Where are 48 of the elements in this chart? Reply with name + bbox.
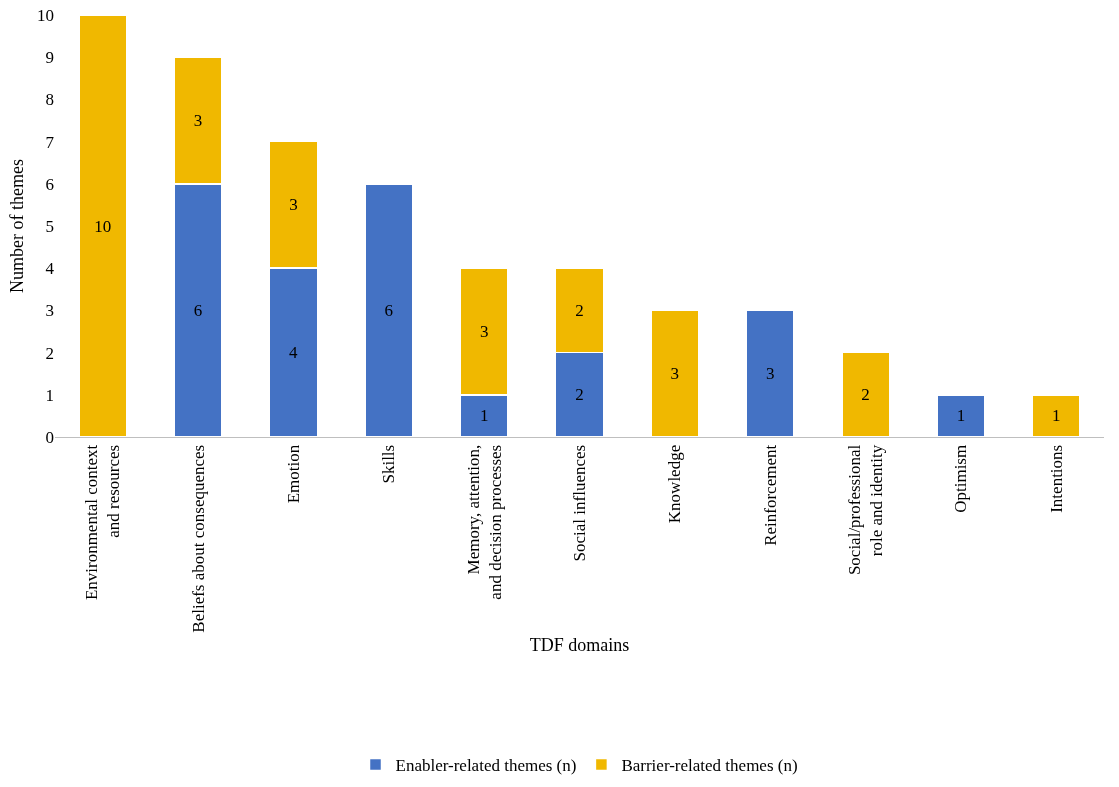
x-tick-label: Social/professional role and identity — [845, 444, 887, 576]
y-tick-label: 9 — [45, 48, 54, 68]
x-tick-label: Knowledge — [665, 444, 685, 524]
x-tick-label: Reinforcement — [760, 444, 780, 546]
y-tick-label: 3 — [45, 301, 54, 321]
bar — [841, 351, 891, 437]
legend-label: Enabler-related themes (n) — [395, 756, 577, 776]
data-label: 2 — [575, 385, 584, 405]
x-tick-label: Memory, attention, and decision processes — [463, 444, 505, 600]
y-tick-label: 0 — [45, 427, 54, 447]
y-tick-label: 5 — [45, 216, 54, 236]
y-tick-label: 10 — [37, 5, 54, 25]
x-tick-label: Emotion — [283, 444, 303, 504]
legend-label: Barrier-related themes (n) — [621, 756, 798, 776]
y-tick-label: 2 — [45, 343, 54, 363]
x-tick-label: Social influences — [570, 444, 590, 562]
bar — [745, 309, 795, 437]
data-label: 3 — [289, 195, 298, 215]
bar — [936, 394, 986, 437]
bar — [78, 15, 128, 437]
x-tick-label: Intentions — [1046, 444, 1066, 513]
x-tick-label: Environmental context and resources — [82, 444, 124, 601]
y-axis-title: Number of themes — [7, 159, 28, 293]
data-label: 6 — [193, 300, 203, 320]
y-tick-label: 4 — [45, 259, 55, 279]
data-label: 4 — [288, 343, 298, 363]
x-tick-label: Optimism — [951, 444, 971, 513]
y-tick-label: 6 — [45, 174, 54, 194]
bar — [650, 309, 700, 437]
data-label: 3 — [479, 322, 489, 341]
data-label: 3 — [670, 364, 680, 384]
data-label: 6 — [384, 300, 394, 320]
bar — [364, 183, 414, 437]
data-label: 2 — [575, 300, 584, 320]
y-tick-label: 1 — [45, 385, 54, 405]
data-label: 10 — [94, 216, 112, 236]
data-label: 2 — [861, 385, 870, 405]
y-tick-label: 8 — [45, 90, 54, 110]
y-tick-label: 7 — [45, 132, 55, 152]
x-tick-label: Beliefs about consequences — [188, 444, 208, 633]
x-tick-label: Skills — [379, 444, 399, 484]
x-axis-title: TDF domains — [529, 634, 630, 655]
bar — [1031, 394, 1081, 437]
data-label: 3 — [193, 111, 203, 130]
data-label: 3 — [765, 364, 775, 384]
data-label: 1 — [1052, 406, 1061, 426]
data-label: 1 — [956, 406, 966, 426]
data-label: 1 — [479, 406, 489, 426]
